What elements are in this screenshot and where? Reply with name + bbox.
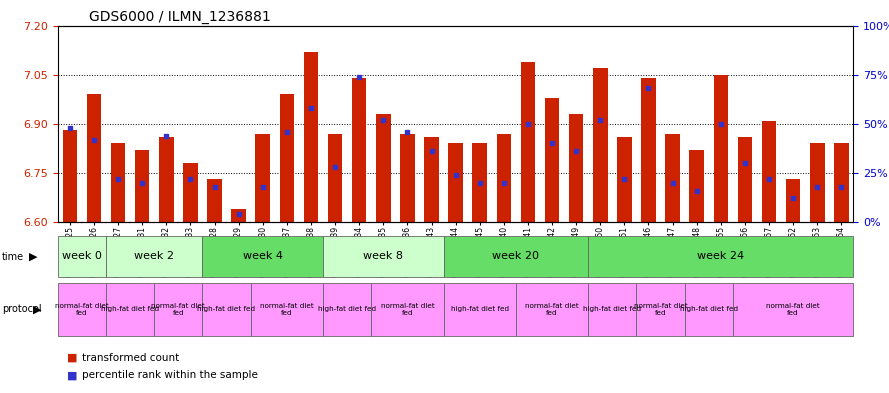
Text: time: time [2,252,24,262]
Bar [472,143,487,222]
Bar [207,180,221,222]
Bar [159,137,173,222]
Text: week 24: week 24 [697,252,744,261]
Text: ▶: ▶ [33,304,42,314]
Bar [448,143,463,222]
Bar [328,134,342,222]
Bar [497,134,511,222]
Bar [203,236,323,277]
Bar [231,209,246,222]
Bar [690,150,704,222]
Bar [665,134,680,222]
Bar [203,283,251,336]
Bar [183,163,197,222]
Text: normal-fat diet
fed: normal-fat diet fed [766,303,820,316]
Bar [444,283,516,336]
Text: week 20: week 20 [493,252,540,261]
Bar [135,150,149,222]
Text: high-fat diet fed: high-fat diet fed [451,307,509,312]
Bar [106,236,203,277]
Bar [786,180,800,222]
Bar [62,130,77,222]
Bar [58,236,106,277]
Bar [516,283,589,336]
Bar [251,283,323,336]
Bar [323,283,372,336]
Bar [444,236,589,277]
Text: week 0: week 0 [62,252,102,261]
Text: GDS6000 / ILMN_1236881: GDS6000 / ILMN_1236881 [89,10,270,24]
Bar [589,236,853,277]
Bar [154,283,203,336]
Text: week 4: week 4 [243,252,283,261]
Bar [637,283,685,336]
Bar [733,283,853,336]
Text: high-fat diet fed: high-fat diet fed [583,307,641,312]
Bar [376,114,390,222]
Bar [400,134,414,222]
Text: ■: ■ [67,370,77,380]
Bar [617,137,631,222]
Bar [323,236,444,277]
Text: normal-fat diet
fed: normal-fat diet fed [55,303,108,316]
Bar [641,78,656,222]
Bar [714,75,728,222]
Bar [106,283,154,336]
Bar [589,283,637,336]
Text: normal-fat diet
fed: normal-fat diet fed [151,303,205,316]
Bar [738,137,752,222]
Bar [569,114,583,222]
Text: protocol: protocol [2,304,42,314]
Bar [762,121,776,222]
Text: high-fat diet fed: high-fat diet fed [680,307,738,312]
Bar [521,62,535,222]
Bar [545,97,559,222]
Text: ▶: ▶ [29,252,38,262]
Text: transformed count: transformed count [82,353,179,363]
Text: normal-fat diet
fed: normal-fat diet fed [525,303,579,316]
Bar [58,283,106,336]
Text: normal-fat diet
fed: normal-fat diet fed [634,303,687,316]
Bar [424,137,439,222]
Bar [87,94,101,222]
Bar [111,143,125,222]
Bar [280,94,294,222]
Bar [352,78,366,222]
Bar [593,68,607,222]
Bar [372,283,444,336]
Bar [834,143,849,222]
Text: week 2: week 2 [134,252,174,261]
Text: high-fat diet fed: high-fat diet fed [318,307,376,312]
Text: high-fat diet fed: high-fat diet fed [101,307,159,312]
Text: normal-fat diet
fed: normal-fat diet fed [260,303,314,316]
Bar [810,143,824,222]
Bar [685,283,733,336]
Bar [255,134,270,222]
Bar [304,52,318,222]
Text: percentile rank within the sample: percentile rank within the sample [82,370,258,380]
Text: high-fat diet fed: high-fat diet fed [197,307,256,312]
Text: week 8: week 8 [364,252,404,261]
Text: normal-fat diet
fed: normal-fat diet fed [380,303,434,316]
Text: ■: ■ [67,353,77,363]
